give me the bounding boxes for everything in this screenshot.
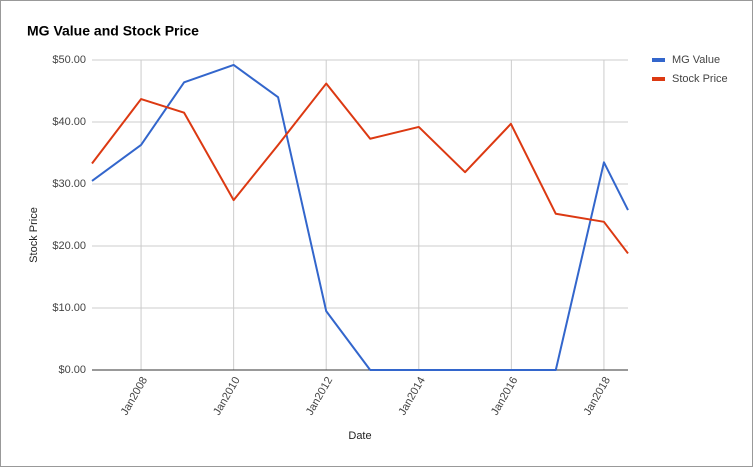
x-axis-label: Date — [348, 430, 371, 442]
y-tick-label: $50.00 — [52, 54, 86, 66]
legend-label: Stock Price — [672, 73, 728, 85]
series-line — [91, 63, 629, 371]
y-tick-label: $10.00 — [52, 302, 86, 314]
y-axis-label: Stock Price — [28, 207, 40, 263]
y-tick-label: $40.00 — [52, 116, 86, 128]
legend-label: MG Value — [672, 54, 720, 66]
y-tick-label: $0.00 — [58, 364, 86, 376]
chart-title: MG Value and Stock Price — [27, 23, 199, 39]
y-tick-label: $20.00 — [52, 240, 86, 252]
series-line — [91, 82, 629, 255]
y-tick-label: $30.00 — [52, 178, 86, 190]
